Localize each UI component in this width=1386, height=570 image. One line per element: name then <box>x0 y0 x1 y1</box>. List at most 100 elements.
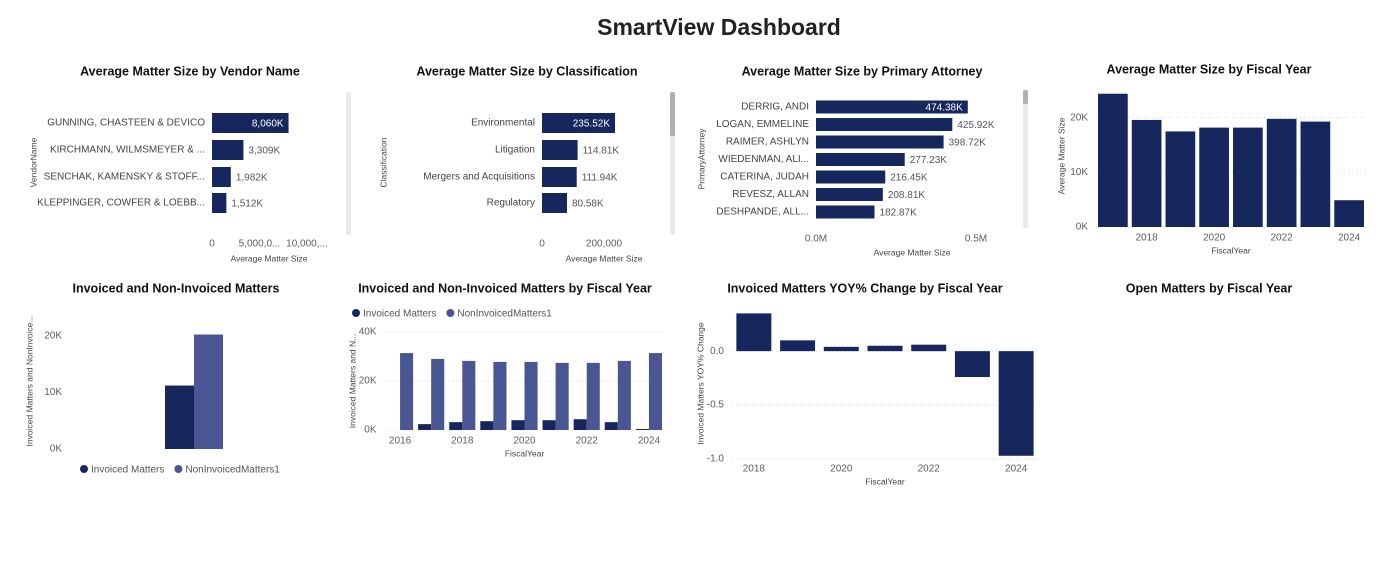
legend-swatch <box>174 465 183 473</box>
data-label: 277.23K <box>910 155 948 166</box>
bar <box>998 351 1034 456</box>
legend-label: NonInvoicedMatters1 <box>457 309 552 320</box>
bar <box>823 346 859 352</box>
scrollbar[interactable] <box>1023 90 1028 228</box>
bar <box>780 340 816 352</box>
bar <box>493 361 507 430</box>
bar <box>911 344 947 352</box>
bar <box>212 113 289 133</box>
legend-swatch <box>80 465 88 473</box>
y-axis-label: Invoiced Matters YOY% Change <box>695 322 705 444</box>
x-tick-label: 10,000,... <box>286 239 328 250</box>
bar <box>1300 121 1331 227</box>
data-label: 474.38K <box>926 103 964 114</box>
data-label: 235.52K <box>573 119 611 130</box>
bar <box>542 113 616 133</box>
bar <box>1266 118 1297 227</box>
y-tick-label: 20K <box>44 330 62 341</box>
y-axis-label: Classification <box>378 137 388 187</box>
chart-title: Average Matter Size by Vendor Name <box>80 64 300 78</box>
y-tick-label: 0K <box>50 444 63 455</box>
bar <box>816 135 944 149</box>
data-label: 425.92K <box>957 120 995 131</box>
scrollbar[interactable] <box>346 92 351 235</box>
x-tick-label: 5,000,0... <box>239 239 281 250</box>
chart-title: Invoiced and Non-Invoiced Matters <box>73 281 280 295</box>
category-label: Regulatory <box>487 198 535 209</box>
y-axis-label: Average Matter Size <box>1056 117 1066 194</box>
category-label: SENCHAK, KAMENSKY & STOFF... <box>44 172 205 183</box>
data-label: 111.94K <box>582 173 618 184</box>
bar <box>586 362 600 430</box>
scrollbar-thumb[interactable] <box>670 92 675 136</box>
bar <box>449 422 463 430</box>
x-axis-label: FiscalYear <box>505 448 545 458</box>
bar <box>648 353 663 430</box>
bar <box>400 353 414 430</box>
bar <box>867 345 903 352</box>
bar <box>164 385 194 449</box>
category-label: Litigation <box>495 145 535 156</box>
bar <box>542 420 556 430</box>
bar <box>542 167 577 187</box>
legend-label: NonInvoicedMatters1 <box>185 465 280 476</box>
category-label: Environmental <box>471 118 535 129</box>
chart-title: Average Matter Size by Classification <box>416 64 637 78</box>
x-tick-label: 0.5M <box>965 234 987 245</box>
bar <box>542 193 567 213</box>
bar <box>1098 93 1128 227</box>
category-label: KIRCHMANN, WILMSMEYER & ... <box>50 145 205 156</box>
bar <box>1233 127 1263 227</box>
bar <box>524 361 538 430</box>
bar <box>1334 200 1364 227</box>
category-label: WIEDENMAN, ALI... <box>718 154 809 165</box>
bar <box>511 420 525 430</box>
x-tick-label: 2018 <box>743 464 766 475</box>
bar <box>212 167 231 187</box>
y-tick-label: 20K <box>359 376 377 387</box>
bar <box>954 351 990 378</box>
y-tick-label: 0K <box>364 425 377 436</box>
bar <box>1131 119 1162 227</box>
y-tick-label: 10K <box>1070 167 1088 178</box>
y-axis-label: PrimaryAttorney <box>696 128 706 190</box>
bar <box>418 424 432 430</box>
x-tick-label: 2018 <box>451 436 474 447</box>
scrollbar-thumb[interactable] <box>1023 90 1028 104</box>
bar <box>555 362 569 430</box>
data-label: 3,309K <box>248 146 280 157</box>
x-axis-label: Average Matter Size <box>874 247 951 257</box>
x-tick-label: 2018 <box>1136 233 1159 244</box>
category-label: RAIMER, ASHLYN <box>726 137 809 148</box>
bar <box>542 140 578 160</box>
x-axis-label: FiscalYear <box>865 476 905 486</box>
bar <box>573 419 587 430</box>
y-tick-label: -0.5 <box>707 400 725 411</box>
bar <box>635 429 649 430</box>
x-tick-label: 0 <box>539 239 545 250</box>
bar <box>617 360 631 430</box>
category-label: GUNNING, CHASTEEN & DEVICO <box>47 118 205 129</box>
data-label: 1,982K <box>236 173 268 184</box>
y-tick-label: 40K <box>359 327 377 338</box>
data-label: 182.87K <box>880 208 918 219</box>
y-axis-label: Invoiced Matters and NonInvoice... <box>24 316 34 447</box>
x-tick-label: 0 <box>209 239 215 250</box>
chart-title: Invoiced and Non-Invoiced Matters by Fis… <box>358 281 652 295</box>
bar <box>604 422 618 430</box>
bar <box>212 193 227 213</box>
x-axis-label: Average Matter Size <box>566 253 643 263</box>
x-axis-label: FiscalYear <box>1211 245 1251 255</box>
bar <box>1199 127 1229 227</box>
data-label: 398.72K <box>949 138 987 149</box>
y-tick-label: -1.0 <box>707 454 725 465</box>
legend-swatch <box>446 309 455 317</box>
legend-label: Invoiced Matters <box>91 465 164 476</box>
bar <box>462 360 476 430</box>
bar <box>816 100 968 114</box>
x-axis-label: Average Matter Size <box>231 253 308 263</box>
data-label: 8,060K <box>252 119 284 130</box>
bar <box>1165 131 1196 227</box>
chart-title: Invoiced Matters YOY% Change by Fiscal Y… <box>727 281 1002 295</box>
bar <box>194 334 224 449</box>
